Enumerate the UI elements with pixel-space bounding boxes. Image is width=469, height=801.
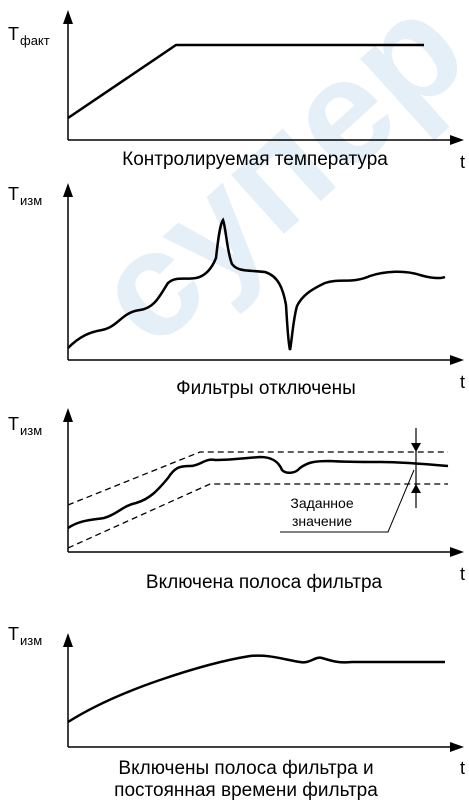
setpoint-leader-line [280, 469, 415, 533]
y-axis-label-sub: изм [20, 193, 42, 208]
filter-band-upper-line [67, 451, 448, 506]
caption-filter-band-time-constant-line1: Включены полоса фильтра и [118, 758, 373, 779]
x-axis-label: t [460, 152, 465, 172]
caption-filter-band-time-constant-line2: постоянная времени фильтра [114, 780, 378, 801]
caption-actual-temperature: Контролируемая температура [122, 149, 388, 170]
panel-filter-band-and-time-constant: T изм t Включены полоса фильтра и постоя… [8, 624, 465, 801]
setpoint-label-line2: значение [292, 513, 352, 529]
x-axis-label: t [460, 758, 465, 778]
band-top-arrow-icon [411, 443, 421, 452]
y-axis-arrow-icon [63, 408, 73, 422]
y-axis-arrow-icon [63, 633, 73, 647]
x-axis-label: t [460, 564, 465, 584]
panel-filters-off: T изм t Фильтры отключены [8, 183, 465, 399]
y-axis-label: T [8, 624, 19, 644]
panel-filter-band: T изм t Заданное значение Включена полос… [8, 408, 465, 593]
y-axis-label-sub: изм [20, 423, 42, 438]
x-axis-label: t [460, 372, 465, 392]
x-axis-arrow-icon [450, 547, 464, 557]
caption-filter-band: Включена полоса фильтра [146, 572, 383, 593]
x-axis-arrow-icon [450, 135, 464, 145]
caption-filters-off: Фильтры отключены [176, 378, 356, 399]
measured-temperature-filtered-curve [67, 654, 445, 724]
y-axis-label: T [8, 24, 19, 44]
setpoint-label-line1: Заданное [290, 495, 353, 511]
x-axis-arrow-icon [450, 742, 464, 752]
actual-temperature-curve [67, 43, 424, 120]
filter-band-lower-line [67, 483, 448, 549]
measured-temperature-band-curve [67, 455, 449, 530]
measured-temperature-unfiltered-curve [67, 217, 446, 351]
band-bottom-arrow-icon [411, 484, 421, 493]
y-axis-label: T [8, 184, 19, 204]
y-axis-label: T [8, 414, 19, 434]
y-axis-label-sub: изм [20, 633, 42, 648]
y-axis-arrow-icon [63, 10, 73, 24]
y-axis-arrow-icon [63, 183, 73, 197]
x-axis-arrow-icon [450, 355, 464, 365]
y-axis-label-sub: факт [20, 33, 50, 48]
panel-actual-temperature: T факт t Контролируемая температура [8, 10, 465, 172]
